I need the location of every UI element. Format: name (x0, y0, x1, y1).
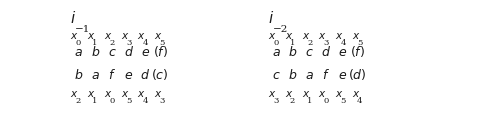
Text: $\mathit{x}$: $\mathit{x}$ (318, 88, 327, 98)
Text: $\mathit{x}$: $\mathit{x}$ (104, 88, 112, 98)
Text: 1: 1 (290, 38, 296, 46)
Text: 5: 5 (357, 38, 362, 46)
Text: 5: 5 (160, 38, 165, 46)
Text: $\mathit{c}$: $\mathit{c}$ (108, 46, 116, 59)
Text: $\mathit{c}$: $\mathit{c}$ (272, 69, 281, 82)
Text: 2: 2 (290, 96, 295, 104)
Text: $\mathit{x}$: $\mathit{x}$ (284, 30, 293, 40)
Text: $\mathit{x}$: $\mathit{x}$ (70, 88, 79, 98)
Text: $\mathit{c}$: $\mathit{c}$ (306, 46, 314, 59)
Text: $(\mathit{d})$: $(\mathit{d})$ (348, 67, 367, 82)
Text: $\mathit{x}$: $\mathit{x}$ (352, 88, 360, 98)
Text: $\mathit{e}$: $\mathit{e}$ (124, 69, 134, 82)
Text: $\mathit{f}$: $\mathit{f}$ (108, 68, 116, 82)
Text: $\mathit{x}$: $\mathit{x}$ (138, 88, 146, 98)
Text: $\mathit{e}$: $\mathit{e}$ (338, 69, 347, 82)
Text: 1: 1 (92, 38, 98, 46)
Text: $\mathit{x}$: $\mathit{x}$ (138, 30, 146, 40)
Text: $\mathit{x}$: $\mathit{x}$ (104, 30, 112, 40)
Text: $\mathit{a}$: $\mathit{a}$ (306, 69, 314, 82)
Text: $\mathit{b}$: $\mathit{b}$ (91, 45, 100, 59)
Text: $\mathit{x}$: $\mathit{x}$ (318, 30, 327, 40)
Text: 3: 3 (126, 38, 132, 46)
Text: 5: 5 (126, 96, 132, 104)
Text: $\mathit{x}$: $\mathit{x}$ (302, 30, 310, 40)
Text: $\mathit{x}$: $\mathit{x}$ (268, 88, 276, 98)
Text: 0: 0 (76, 38, 81, 46)
Text: $\mathit{x}$: $\mathit{x}$ (268, 30, 276, 40)
Text: 2: 2 (76, 96, 81, 104)
Text: $\mathit{x}$: $\mathit{x}$ (284, 88, 293, 98)
Text: 0: 0 (274, 38, 278, 46)
Text: 1: 1 (92, 96, 98, 104)
Text: $\mathit{i}$: $\mathit{i}$ (268, 10, 274, 25)
Text: 4: 4 (142, 96, 148, 104)
Text: $\mathit{b}$: $\mathit{b}$ (74, 68, 84, 82)
Text: −2: −2 (273, 24, 288, 33)
Text: $\mathit{x}$: $\mathit{x}$ (87, 30, 96, 40)
Text: $(\mathit{c})$: $(\mathit{c})$ (152, 67, 169, 82)
Text: 4: 4 (142, 38, 148, 46)
Text: $\mathit{i}$: $\mathit{i}$ (70, 10, 76, 25)
Text: 3: 3 (324, 38, 329, 46)
Text: $(\mathit{f})$: $(\mathit{f})$ (152, 44, 168, 59)
Text: $\mathit{x}$: $\mathit{x}$ (352, 30, 360, 40)
Text: 2: 2 (110, 38, 114, 46)
Text: $\mathit{x}$: $\mathit{x}$ (154, 30, 162, 40)
Text: $\mathit{x}$: $\mathit{x}$ (335, 30, 344, 40)
Text: $\mathit{a}$: $\mathit{a}$ (74, 46, 83, 59)
Text: $\mathit{x}$: $\mathit{x}$ (154, 88, 162, 98)
Text: 0: 0 (324, 96, 329, 104)
Text: $\mathit{d}$: $\mathit{d}$ (322, 45, 332, 59)
Text: $\mathit{x}$: $\mathit{x}$ (120, 88, 129, 98)
Text: $\mathit{x}$: $\mathit{x}$ (70, 30, 79, 40)
Text: $\mathit{e}$: $\mathit{e}$ (141, 46, 150, 59)
Text: $\mathit{x}$: $\mathit{x}$ (120, 30, 129, 40)
Text: $(\mathit{f})$: $(\mathit{f})$ (350, 44, 366, 59)
Text: $\mathit{b}$: $\mathit{b}$ (288, 45, 298, 59)
Text: 4: 4 (340, 38, 346, 46)
Text: 1: 1 (307, 96, 312, 104)
Text: $\mathit{x}$: $\mathit{x}$ (302, 88, 310, 98)
Text: $\mathit{a}$: $\mathit{a}$ (91, 69, 100, 82)
Text: $\mathit{a}$: $\mathit{a}$ (272, 46, 281, 59)
Text: 3: 3 (160, 96, 165, 104)
Text: $\mathit{x}$: $\mathit{x}$ (87, 88, 96, 98)
Text: 0: 0 (110, 96, 114, 104)
Text: $\mathit{f}$: $\mathit{f}$ (322, 68, 330, 82)
Text: $\mathit{d}$: $\mathit{d}$ (140, 68, 150, 82)
Text: −1: −1 (76, 24, 90, 33)
Text: 2: 2 (307, 38, 312, 46)
Text: $\mathit{e}$: $\mathit{e}$ (338, 46, 347, 59)
Text: $\mathit{x}$: $\mathit{x}$ (335, 88, 344, 98)
Text: 4: 4 (357, 96, 362, 104)
Text: 5: 5 (340, 96, 345, 104)
Text: $\mathit{d}$: $\mathit{d}$ (124, 45, 134, 59)
Text: 3: 3 (274, 96, 278, 104)
Text: $\mathit{b}$: $\mathit{b}$ (288, 68, 298, 82)
